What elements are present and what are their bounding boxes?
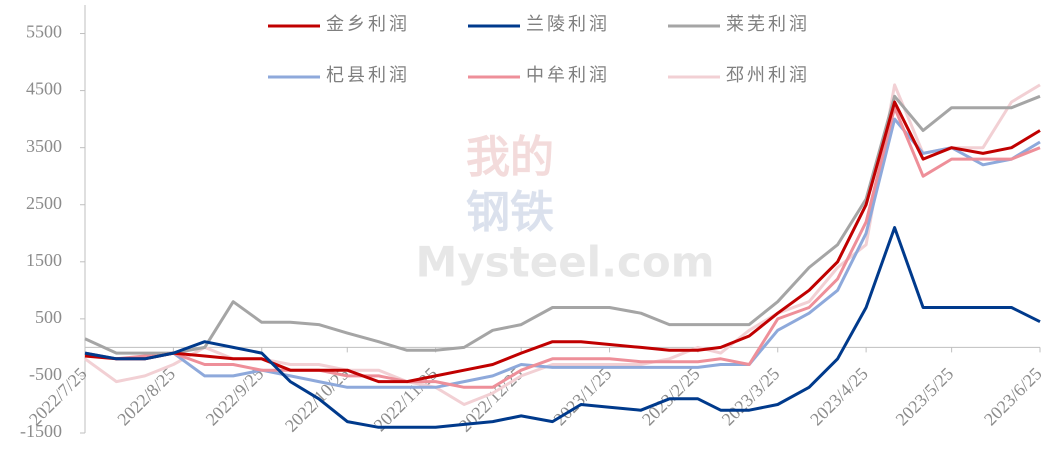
watermark: 我的 <box>466 132 554 183</box>
x-tick-label: 2023/2/25 <box>638 364 704 430</box>
y-tick-label: -500 <box>29 364 62 384</box>
y-tick-label: 500 <box>35 307 62 327</box>
x-tick-label: 2023/6/25 <box>980 364 1044 430</box>
x-tick-label: 2023/3/25 <box>718 364 784 430</box>
series-line <box>84 94 1041 355</box>
x-tick-label: 2022/11/25 <box>370 364 442 436</box>
legend-label: 邳州利润 <box>726 65 810 85</box>
series-line <box>84 100 1041 384</box>
series-line <box>84 226 1041 429</box>
legend-label: 兰陵利润 <box>526 14 610 34</box>
x-tick-label: 2022/8/25 <box>113 364 179 430</box>
x-tick-label: 2023/1/25 <box>550 364 616 430</box>
watermark: Mysteel.com <box>415 238 714 287</box>
legend-label: 中牟利润 <box>526 65 610 85</box>
x-tick-label: 2023/4/25 <box>806 364 872 430</box>
y-tick-label: 3500 <box>26 136 62 156</box>
y-tick-label: 1500 <box>26 250 62 270</box>
y-tick-label: -1500 <box>20 421 62 441</box>
legend-label: 莱芜利润 <box>726 14 810 34</box>
y-tick-label: 2500 <box>26 193 62 213</box>
legend-label: 金乡利润 <box>326 14 410 34</box>
y-tick-label: 4500 <box>26 79 62 99</box>
y-tick-label: 5500 <box>26 22 62 42</box>
x-tick-label: 2023/5/25 <box>892 364 958 430</box>
legend-label: 杞县利润 <box>326 65 410 85</box>
series-line <box>84 106 1041 389</box>
series-line <box>84 117 1041 389</box>
watermark: 钢铁 <box>466 187 554 238</box>
x-tick-label: 2022/9/25 <box>202 364 268 430</box>
